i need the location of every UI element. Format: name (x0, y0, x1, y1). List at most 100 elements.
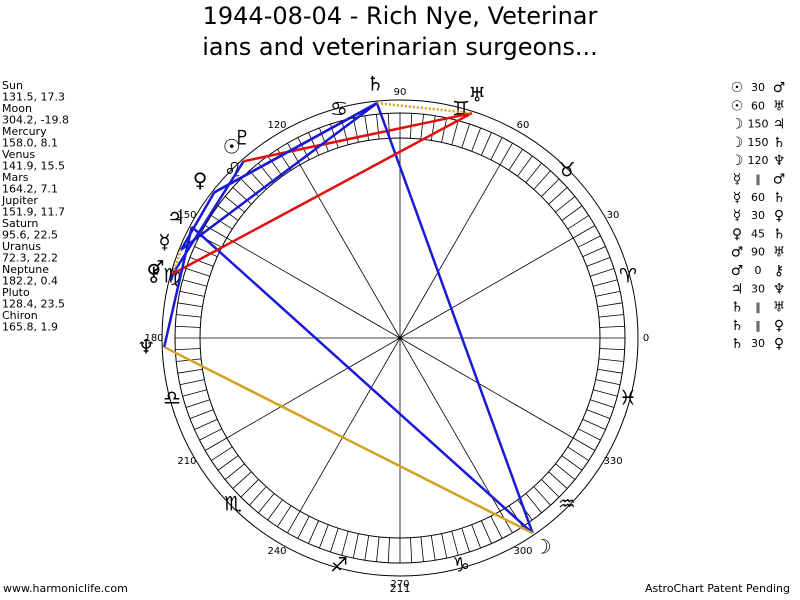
aspect-planet: ☽ (731, 153, 744, 169)
ring-tick (376, 536, 380, 562)
sign-glyph: ♌ (224, 158, 242, 182)
aspect-line (243, 111, 473, 163)
ring-tick (189, 256, 214, 267)
planet-name: Jupiter (1, 194, 38, 207)
ring-tick (182, 279, 207, 287)
ring-tick (586, 256, 611, 267)
ring-tick (204, 225, 227, 239)
aspect-planet: ☿ (733, 208, 742, 224)
planet-glyph: ♃ (167, 205, 185, 229)
title-line: 1944-08-04 - Rich Nye, Veterinar (203, 2, 598, 30)
ring-tick (590, 399, 615, 408)
sign-glyph: ♏ (224, 491, 242, 515)
planet-position: 95.6, 22.5 (2, 229, 58, 242)
degree-label: 210 (177, 456, 196, 467)
ring-tick (182, 389, 207, 397)
ring-tick (249, 486, 267, 506)
ring-tick (599, 325, 625, 328)
ring-tick (499, 142, 513, 165)
ring-tick (297, 516, 310, 539)
degree-label: 30 (607, 210, 620, 221)
degree-label: 120 (267, 120, 286, 131)
ring-tick (308, 520, 320, 544)
ring-tick (267, 155, 283, 177)
ring-tick (204, 437, 227, 451)
ring-tick (597, 302, 623, 308)
ring-tick (555, 196, 576, 213)
aspect-planet: ♆ (773, 153, 786, 169)
spoke (399, 164, 501, 339)
planet-name: Uranus (2, 240, 41, 253)
ring-tick (277, 505, 292, 527)
ring-tick (567, 446, 589, 461)
ring-tick (217, 455, 239, 471)
ring-tick (593, 279, 618, 287)
planet-position: 158.0, 8.1 (2, 137, 58, 150)
planet-glyph: ♄ (366, 72, 384, 96)
ring-tick (533, 170, 551, 190)
aspect-line (180, 102, 378, 251)
ring-tick (599, 348, 625, 351)
sign-glyph: ♈ (619, 263, 637, 287)
aspect-line (162, 226, 194, 348)
aspect-line (170, 273, 175, 281)
ring-tick (318, 127, 329, 152)
ring-tick (199, 428, 222, 441)
ring-tick (240, 479, 259, 498)
aspect-angle: ‖ (755, 301, 761, 314)
aspect-line (190, 225, 534, 535)
aspect-planet: ♄ (773, 190, 786, 206)
ring-tick (598, 358, 624, 362)
footer-center: 211 (390, 582, 411, 595)
spoke (226, 237, 401, 339)
spoke (226, 337, 401, 439)
aspect-planet: ♂ (773, 80, 786, 96)
aspect-line (163, 345, 534, 535)
aspect-planet: ♀ (774, 336, 784, 352)
ring-tick (176, 314, 202, 318)
ring-tick (420, 536, 424, 562)
ring-tick (573, 225, 596, 239)
ring-tick (189, 409, 214, 420)
sign-glyph: ♎ (163, 386, 181, 410)
ring-tick (249, 170, 267, 190)
ring-tick (499, 511, 513, 534)
planet-glyph: ♂ (147, 255, 165, 279)
ring-tick (287, 511, 301, 534)
degree-label: 90 (394, 87, 407, 98)
planet-name: Mars (2, 171, 29, 184)
ring-tick (376, 114, 380, 140)
planet-position: 128.4, 23.5 (2, 298, 65, 311)
aspect-line (171, 249, 183, 275)
ring-tick (175, 325, 201, 328)
aspect-planet: ☿ (733, 172, 742, 188)
planet-position: 165.8, 1.9 (2, 321, 58, 334)
ring-tick (578, 235, 601, 248)
ring-tick (578, 428, 601, 441)
planet-glyph: ☽ (534, 535, 552, 559)
title-line: ians and veterinarian surgeons... (202, 33, 598, 61)
ring-tick (548, 471, 568, 489)
aspect-planet: ♆ (773, 281, 786, 297)
ring-tick (185, 268, 210, 277)
ring-tick (461, 123, 470, 148)
footer-left: www.harmoniclife.com (3, 582, 128, 595)
aspect-planet: ♃ (731, 281, 744, 297)
planet-position: 304.2, -19.8 (2, 114, 69, 127)
ring-tick (308, 132, 320, 156)
spoke (399, 337, 574, 439)
aspect-angle: ‖ (755, 319, 761, 332)
ring-tick (582, 246, 606, 258)
ring-tick (567, 215, 589, 230)
degree-label: 60 (517, 120, 530, 131)
aspect-angle: 30 (751, 209, 765, 222)
planet-position: 182.2, 0.4 (2, 275, 58, 288)
ring-tick (561, 205, 583, 221)
sign-glyph: ♐ (330, 552, 348, 576)
aspect-angle: 60 (751, 191, 765, 204)
ring-tick (410, 537, 413, 563)
spoke (399, 337, 501, 512)
planet-glyph: ♅ (468, 83, 486, 107)
planet-name: Mercury (2, 125, 47, 138)
aspect-angle: 150 (748, 118, 769, 131)
